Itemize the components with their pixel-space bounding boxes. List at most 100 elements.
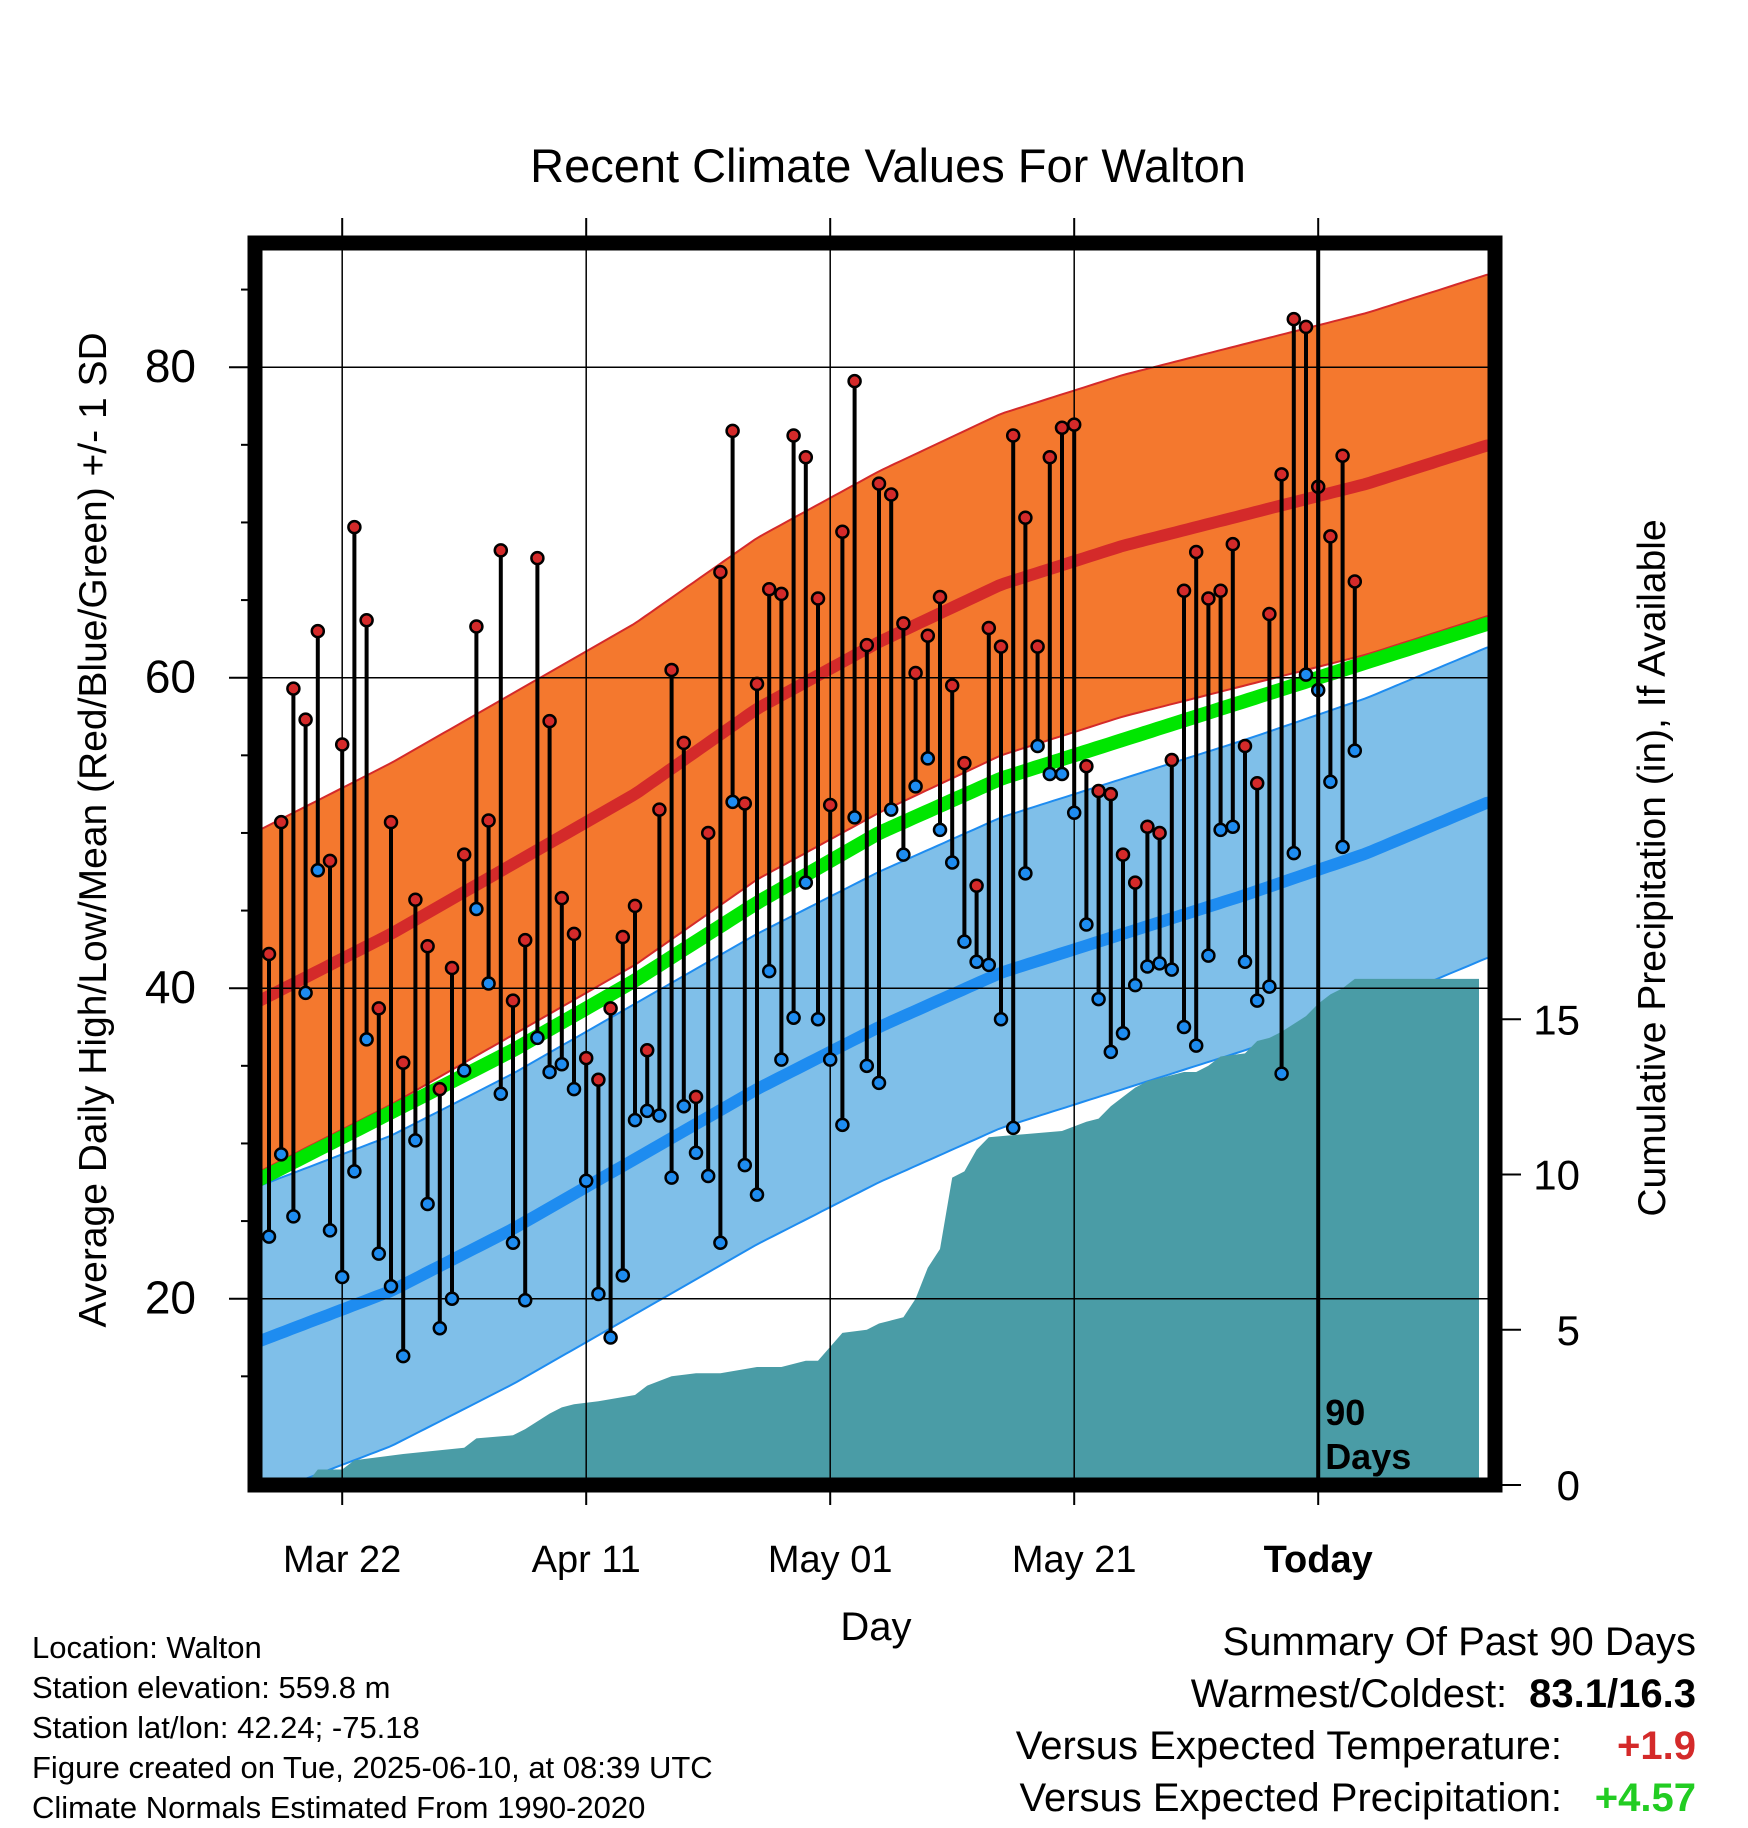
daily-low-point: [1079, 917, 1094, 932]
daily-low-point: [1091, 991, 1106, 1007]
daily-low-point: [493, 1086, 509, 1102]
daily-low-point: [810, 1012, 826, 1027]
daily-low-point: [408, 1133, 423, 1148]
daily-low-point: [786, 1010, 801, 1025]
daily-high-point: [822, 797, 838, 813]
daily-high-point: [1286, 311, 1302, 327]
daily-low-point: [1274, 1066, 1289, 1081]
daily-high-point: [932, 589, 948, 605]
daily-high-point: [578, 1050, 594, 1066]
daily-high-point: [347, 519, 362, 535]
daily-high-point: [420, 939, 435, 954]
daily-high-point: [591, 1072, 606, 1088]
daily-low-point: [1262, 979, 1277, 994]
daily-low-point: [347, 1164, 362, 1179]
y2-tick-label: 5: [1557, 1307, 1580, 1354]
daily-high-point: [359, 613, 374, 628]
created-text: Figure created on Tue, 2025-06-10, at 08…: [32, 1750, 713, 1785]
precip-departure-row: Versus Expected Precipitation: +4.57: [1016, 1772, 1696, 1824]
daily-high-point: [1152, 825, 1167, 841]
daily-high-point: [1054, 420, 1070, 435]
daily-high-point: [505, 993, 521, 1008]
daily-high-point: [969, 878, 984, 893]
daily-high-point: [981, 620, 997, 636]
daily-high-point: [871, 476, 887, 491]
daily-high-point: [883, 487, 899, 502]
daily-high-point: [481, 813, 496, 828]
daily-high-point: [395, 1055, 411, 1070]
daily-high-point: [847, 373, 862, 389]
daily-high-point: [1237, 738, 1253, 754]
daily-high-point: [1164, 752, 1180, 768]
daily-low-point: [554, 1057, 570, 1072]
location-text: Location: Walton: [32, 1630, 262, 1665]
daily-low-point: [1005, 1120, 1021, 1136]
daily-low-point: [883, 802, 899, 817]
daily-high-point: [1323, 529, 1338, 544]
daily-high-point: [1018, 510, 1033, 526]
daily-high-point: [383, 814, 399, 830]
daily-low-point: [1188, 1038, 1204, 1053]
daily-low-point: [1030, 738, 1045, 754]
daily-high-point: [1005, 428, 1021, 443]
today-days-line: 90: [1325, 1392, 1365, 1433]
daily-low-point: [981, 957, 997, 973]
daily-low-point: [847, 810, 862, 825]
daily-low-point: [603, 1330, 618, 1345]
daily-high-point: [725, 423, 740, 439]
y2-tick-label: 0: [1557, 1462, 1580, 1509]
daily-low-point: [1201, 948, 1216, 963]
daily-low-point: [1249, 993, 1265, 1008]
daily-high-point: [749, 676, 765, 692]
daily-high-point: [456, 847, 472, 862]
daily-high-point: [286, 681, 301, 696]
daily-high-point: [1262, 606, 1277, 622]
daily-low-point: [395, 1348, 411, 1364]
daily-low-point: [1347, 743, 1363, 758]
y-tick-label: 80: [145, 340, 196, 392]
daily-low-point: [1176, 1019, 1192, 1035]
y2-axis-label: Cumulative Precipitation (in), If Availa…: [1631, 519, 1674, 1216]
x-tick-label: May 01: [768, 1539, 893, 1581]
y-tick-label: 60: [145, 651, 196, 703]
plot-frame: [247, 235, 1503, 1493]
daily-low-point: [469, 901, 484, 917]
summary-title: Summary Of Past 90 Days: [1222, 1620, 1696, 1664]
chart-title: Recent Climate Values For Walton: [530, 139, 1246, 192]
daily-high-point: [554, 890, 570, 906]
daily-low-point: [896, 847, 911, 862]
x-tick-label: May 21: [1012, 1539, 1137, 1581]
daily-low-point: [298, 985, 313, 1001]
daily-low-point: [273, 1147, 289, 1162]
daily-high-point: [371, 1001, 387, 1016]
daily-high-point: [1176, 583, 1192, 599]
latlon-text: Station lat/lon: 42.24; -75.18: [32, 1710, 420, 1745]
daily-low-point: [578, 1173, 594, 1188]
y2-tick-label: 10: [1533, 1152, 1580, 1199]
y-tick-label: 40: [145, 961, 196, 1013]
warmest-value: 83.1/16.3: [1529, 1672, 1696, 1716]
daily-low-point: [1225, 819, 1241, 834]
daily-high-point: [639, 1043, 655, 1058]
daily-high-point: [1140, 819, 1155, 834]
x-axis-label: Day: [840, 1605, 911, 1649]
daily-low-point: [627, 1112, 643, 1128]
daily-low-point: [432, 1320, 448, 1336]
daily-high-point: [798, 449, 814, 465]
daily-low-point: [725, 794, 740, 810]
daily-low-point: [1335, 839, 1350, 855]
daily-low-point: [286, 1209, 301, 1224]
daily-high-point: [322, 853, 338, 869]
today-days-line: Days: [1325, 1436, 1411, 1477]
x-tick-label: Apr 11: [532, 1539, 641, 1581]
today-days-label: 90 Days: [1325, 1392, 1411, 1477]
daily-low-point: [1042, 766, 1058, 782]
daily-high-point: [761, 581, 777, 597]
daily-high-point: [1030, 639, 1045, 654]
daily-high-point: [298, 712, 313, 727]
daily-high-point: [517, 932, 533, 948]
daily-high-point: [1079, 758, 1094, 774]
warmest-coldest-row: Warmest/Coldest: 83.1/16.3: [1016, 1668, 1696, 1720]
daily-high-point: [603, 1001, 618, 1016]
